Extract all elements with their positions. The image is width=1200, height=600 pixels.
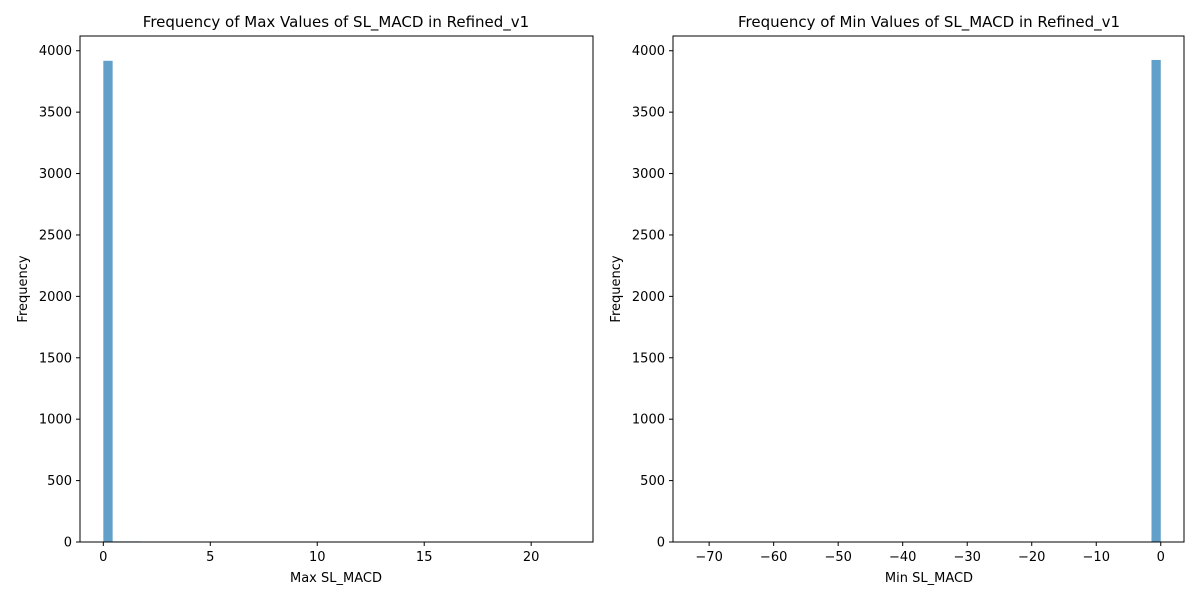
bars: [103, 60, 570, 542]
x-tick-label: −10: [1083, 550, 1110, 565]
chart-title: Frequency of Max Values of SL_MACD in Re…: [143, 13, 529, 32]
axes-frame: [79, 35, 594, 543]
x-tick-label: −60: [760, 550, 787, 565]
y-tick-label: 2000: [39, 290, 72, 305]
x-tick-label: 5: [206, 550, 214, 565]
y-tick-label: 4000: [632, 44, 665, 59]
x-axis-label: Max SL_MACD: [290, 571, 382, 586]
x-tick-label: −70: [695, 550, 722, 565]
y-ticks: 0 500 1000 1500 2000 2500 3000 3500 4000: [39, 44, 80, 551]
min-histogram-panel: Frequency of Min Values of SL_MACD in Re…: [609, 13, 1185, 586]
y-tick-label: 1000: [632, 413, 665, 428]
x-tick-label: 0: [1157, 550, 1165, 565]
x-ticks: 0 5 10 15 20: [99, 542, 539, 565]
y-tick-label: 500: [47, 474, 72, 489]
x-ticks: −70 −60 −50 −40 −30 −20 −10 0: [695, 542, 1165, 565]
y-tick-label: 2500: [632, 228, 665, 243]
y-tick-label: 2500: [39, 228, 72, 243]
x-tick-label: 20: [523, 550, 540, 565]
y-tick-label: 3000: [39, 167, 72, 182]
axes-frame: [672, 35, 1185, 543]
max-histogram-panel: Frequency of Max Values of SL_MACD in Re…: [16, 13, 594, 586]
x-tick-label: −40: [889, 550, 916, 565]
y-tick-label: 0: [657, 536, 665, 551]
x-tick-label: 10: [309, 550, 326, 565]
x-tick-label: −50: [824, 550, 851, 565]
y-tick-label: 3000: [632, 167, 665, 182]
x-tick-label: −20: [1018, 550, 1045, 565]
chart-title: Frequency of Min Values of SL_MACD in Re…: [738, 13, 1120, 32]
x-axis-label: Min SL_MACD: [885, 571, 973, 586]
y-tick-label: 1500: [632, 351, 665, 366]
x-tick-label: 0: [99, 550, 107, 565]
y-tick-label: 2000: [632, 290, 665, 305]
y-axis-label: Frequency: [609, 255, 624, 322]
y-tick-label: 3500: [632, 106, 665, 121]
y-tick-label: 0: [64, 536, 72, 551]
x-tick-label: −30: [953, 550, 980, 565]
y-axis-label: Frequency: [16, 255, 31, 322]
y-ticks: 0 500 1000 1500 2000 2500 3000 3500 4000: [632, 44, 673, 551]
bars: [696, 59, 1161, 542]
y-tick-label: 500: [640, 474, 665, 489]
histogram-bar: [103, 60, 113, 542]
x-tick-label: 15: [416, 550, 433, 565]
histogram-bar: [1151, 59, 1161, 542]
y-tick-label: 1500: [39, 351, 72, 366]
y-tick-label: 3500: [39, 106, 72, 121]
y-tick-label: 4000: [39, 44, 72, 59]
y-tick-label: 1000: [39, 413, 72, 428]
